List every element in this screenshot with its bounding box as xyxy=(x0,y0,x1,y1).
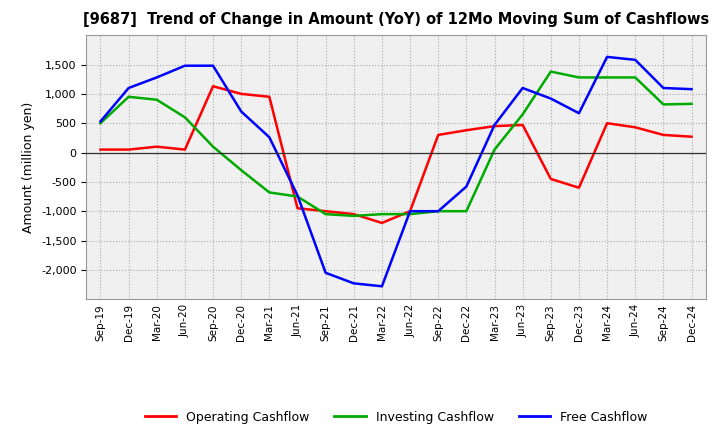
Free Cashflow xyxy=(518,85,527,91)
Investing Cashflow xyxy=(490,147,499,152)
Operating Cashflow xyxy=(518,122,527,128)
Operating Cashflow xyxy=(406,209,415,214)
Operating Cashflow xyxy=(462,128,471,133)
Line: Free Cashflow: Free Cashflow xyxy=(101,57,691,286)
Investing Cashflow xyxy=(518,112,527,117)
Operating Cashflow xyxy=(377,220,386,226)
Operating Cashflow xyxy=(603,121,611,126)
Free Cashflow xyxy=(490,122,499,128)
Investing Cashflow xyxy=(125,94,133,99)
Operating Cashflow xyxy=(687,134,696,139)
Investing Cashflow xyxy=(434,209,443,214)
Free Cashflow xyxy=(96,119,105,124)
Investing Cashflow xyxy=(546,69,555,74)
Operating Cashflow xyxy=(237,91,246,96)
Operating Cashflow xyxy=(546,176,555,182)
Free Cashflow xyxy=(125,85,133,91)
Title: [9687]  Trend of Change in Amount (YoY) of 12Mo Moving Sum of Cashflows: [9687] Trend of Change in Amount (YoY) o… xyxy=(83,12,709,27)
Free Cashflow xyxy=(603,54,611,59)
Line: Investing Cashflow: Investing Cashflow xyxy=(101,72,691,216)
Investing Cashflow xyxy=(265,190,274,195)
Investing Cashflow xyxy=(603,75,611,80)
Operating Cashflow xyxy=(321,209,330,214)
Investing Cashflow xyxy=(293,194,302,199)
Investing Cashflow xyxy=(349,213,358,219)
Operating Cashflow xyxy=(181,147,189,152)
Free Cashflow xyxy=(406,209,415,214)
Operating Cashflow xyxy=(153,144,161,149)
Free Cashflow xyxy=(209,63,217,68)
Operating Cashflow xyxy=(265,94,274,99)
Legend: Operating Cashflow, Investing Cashflow, Free Cashflow: Operating Cashflow, Investing Cashflow, … xyxy=(140,406,652,429)
Free Cashflow xyxy=(349,281,358,286)
Operating Cashflow xyxy=(96,147,105,152)
Y-axis label: Amount (million yen): Amount (million yen) xyxy=(22,102,35,233)
Investing Cashflow xyxy=(321,212,330,217)
Operating Cashflow xyxy=(575,185,583,191)
Investing Cashflow xyxy=(631,75,639,80)
Free Cashflow xyxy=(377,284,386,289)
Operating Cashflow xyxy=(125,147,133,152)
Operating Cashflow xyxy=(631,125,639,130)
Investing Cashflow xyxy=(153,97,161,103)
Investing Cashflow xyxy=(687,101,696,106)
Investing Cashflow xyxy=(462,209,471,214)
Investing Cashflow xyxy=(575,75,583,80)
Free Cashflow xyxy=(687,87,696,92)
Investing Cashflow xyxy=(377,212,386,217)
Investing Cashflow xyxy=(209,144,217,149)
Free Cashflow xyxy=(237,109,246,114)
Free Cashflow xyxy=(181,63,189,68)
Operating Cashflow xyxy=(209,84,217,89)
Investing Cashflow xyxy=(406,212,415,217)
Line: Operating Cashflow: Operating Cashflow xyxy=(101,86,691,223)
Free Cashflow xyxy=(546,96,555,101)
Investing Cashflow xyxy=(181,115,189,120)
Investing Cashflow xyxy=(96,121,105,126)
Free Cashflow xyxy=(631,57,639,62)
Investing Cashflow xyxy=(659,102,667,107)
Free Cashflow xyxy=(321,270,330,275)
Free Cashflow xyxy=(293,193,302,198)
Free Cashflow xyxy=(434,209,443,214)
Free Cashflow xyxy=(153,75,161,80)
Free Cashflow xyxy=(575,110,583,116)
Investing Cashflow xyxy=(237,168,246,173)
Operating Cashflow xyxy=(434,132,443,138)
Free Cashflow xyxy=(659,85,667,91)
Free Cashflow xyxy=(265,135,274,140)
Free Cashflow xyxy=(462,184,471,189)
Operating Cashflow xyxy=(490,124,499,129)
Operating Cashflow xyxy=(349,212,358,217)
Operating Cashflow xyxy=(293,205,302,211)
Operating Cashflow xyxy=(659,132,667,138)
